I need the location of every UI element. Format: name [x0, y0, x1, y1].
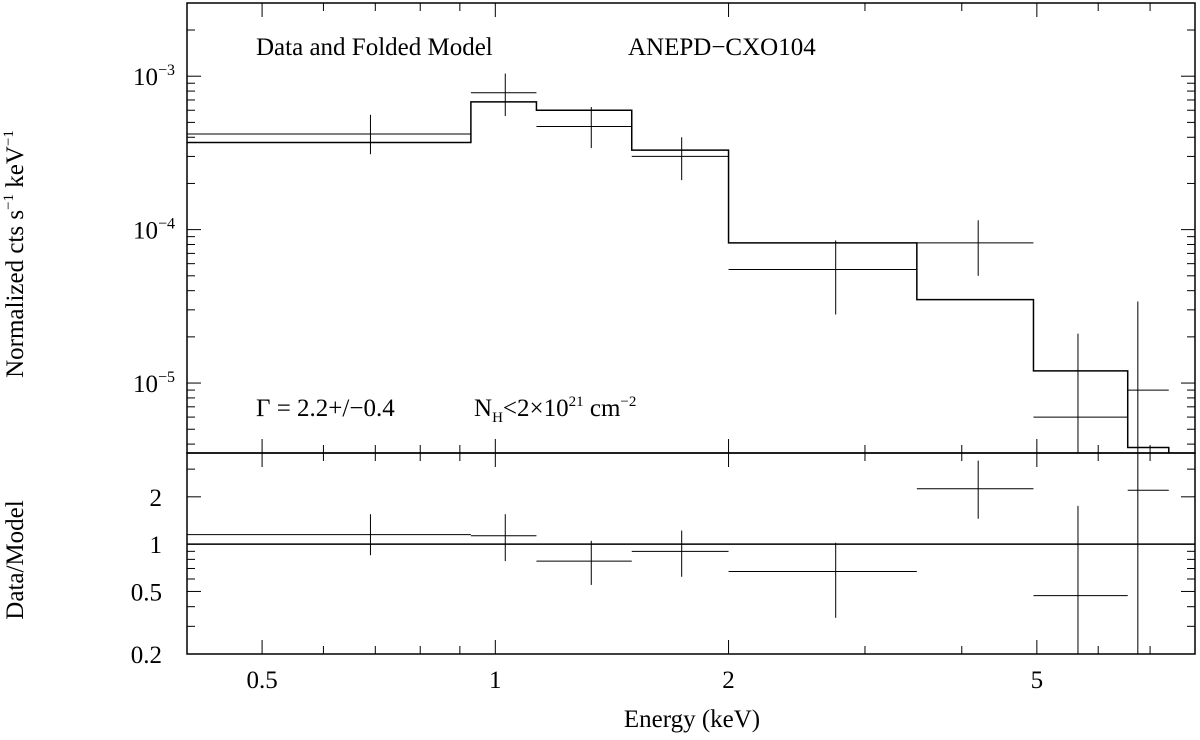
data-point — [1127, 453, 1169, 654]
data-point — [187, 514, 471, 556]
data-point — [631, 137, 729, 181]
source-label: ANEPD−CXO104 — [628, 34, 816, 61]
y-tick-label: 0.5 — [131, 579, 162, 606]
chart-title: Data and Folded Model — [256, 34, 493, 61]
ratio-ticks — [187, 453, 1195, 655]
folded-model-histogram — [187, 101, 1170, 453]
data-point — [536, 540, 632, 585]
spectrum-y-tick-labels: 10−3 10−4 10−5 — [133, 62, 175, 398]
data-point — [1127, 301, 1169, 453]
data-point — [536, 106, 632, 149]
ratio-y-tick-labels: 0.2 0.5 1 2 — [131, 485, 162, 669]
spectrum-ticks — [187, 2, 1195, 453]
x-axis-label: Energy (keV) — [624, 706, 760, 733]
spectrum-panel-frame — [186, 2, 1196, 454]
y-tick-label: 10−5 — [133, 369, 175, 398]
x-tick-label: 0.5 — [246, 667, 277, 694]
x-tick-label: 5 — [1031, 667, 1044, 694]
data-point — [916, 220, 1034, 276]
data-point — [728, 240, 917, 315]
data-point — [631, 530, 729, 577]
x-tick-label: 2 — [722, 667, 735, 694]
data-point — [470, 73, 537, 117]
ratio-data-points — [187, 453, 1169, 654]
y-tick-label: 2 — [150, 485, 163, 512]
data-point — [1033, 505, 1128, 654]
y-tick-label: 10−3 — [133, 62, 175, 91]
data-point — [470, 514, 537, 562]
data-point — [728, 542, 917, 618]
model-step-line — [187, 101, 1170, 453]
ratio-y-axis-label: Data/Model — [2, 500, 29, 619]
data-point — [187, 114, 471, 155]
y-tick-label: 0.2 — [131, 642, 162, 669]
spectrum-y-axis-label: Normalized cts s−1 keV−1 — [1, 130, 29, 378]
spectrum-data-points — [187, 73, 1169, 453]
photon-index-annotation: Γ = 2.2+/−0.4 — [256, 395, 395, 422]
y-tick-label: 1 — [150, 532, 163, 559]
x-tick-label: 1 — [489, 667, 502, 694]
data-point — [1033, 333, 1128, 453]
x-tick-labels: 0.5 1 2 5 — [246, 667, 1043, 694]
data-point — [916, 460, 1034, 519]
y-tick-label: 10−4 — [133, 216, 175, 245]
ratio-panel-frame — [186, 452, 1196, 655]
column-density-annotation: NH<2×1021 cm−2 — [474, 394, 636, 426]
